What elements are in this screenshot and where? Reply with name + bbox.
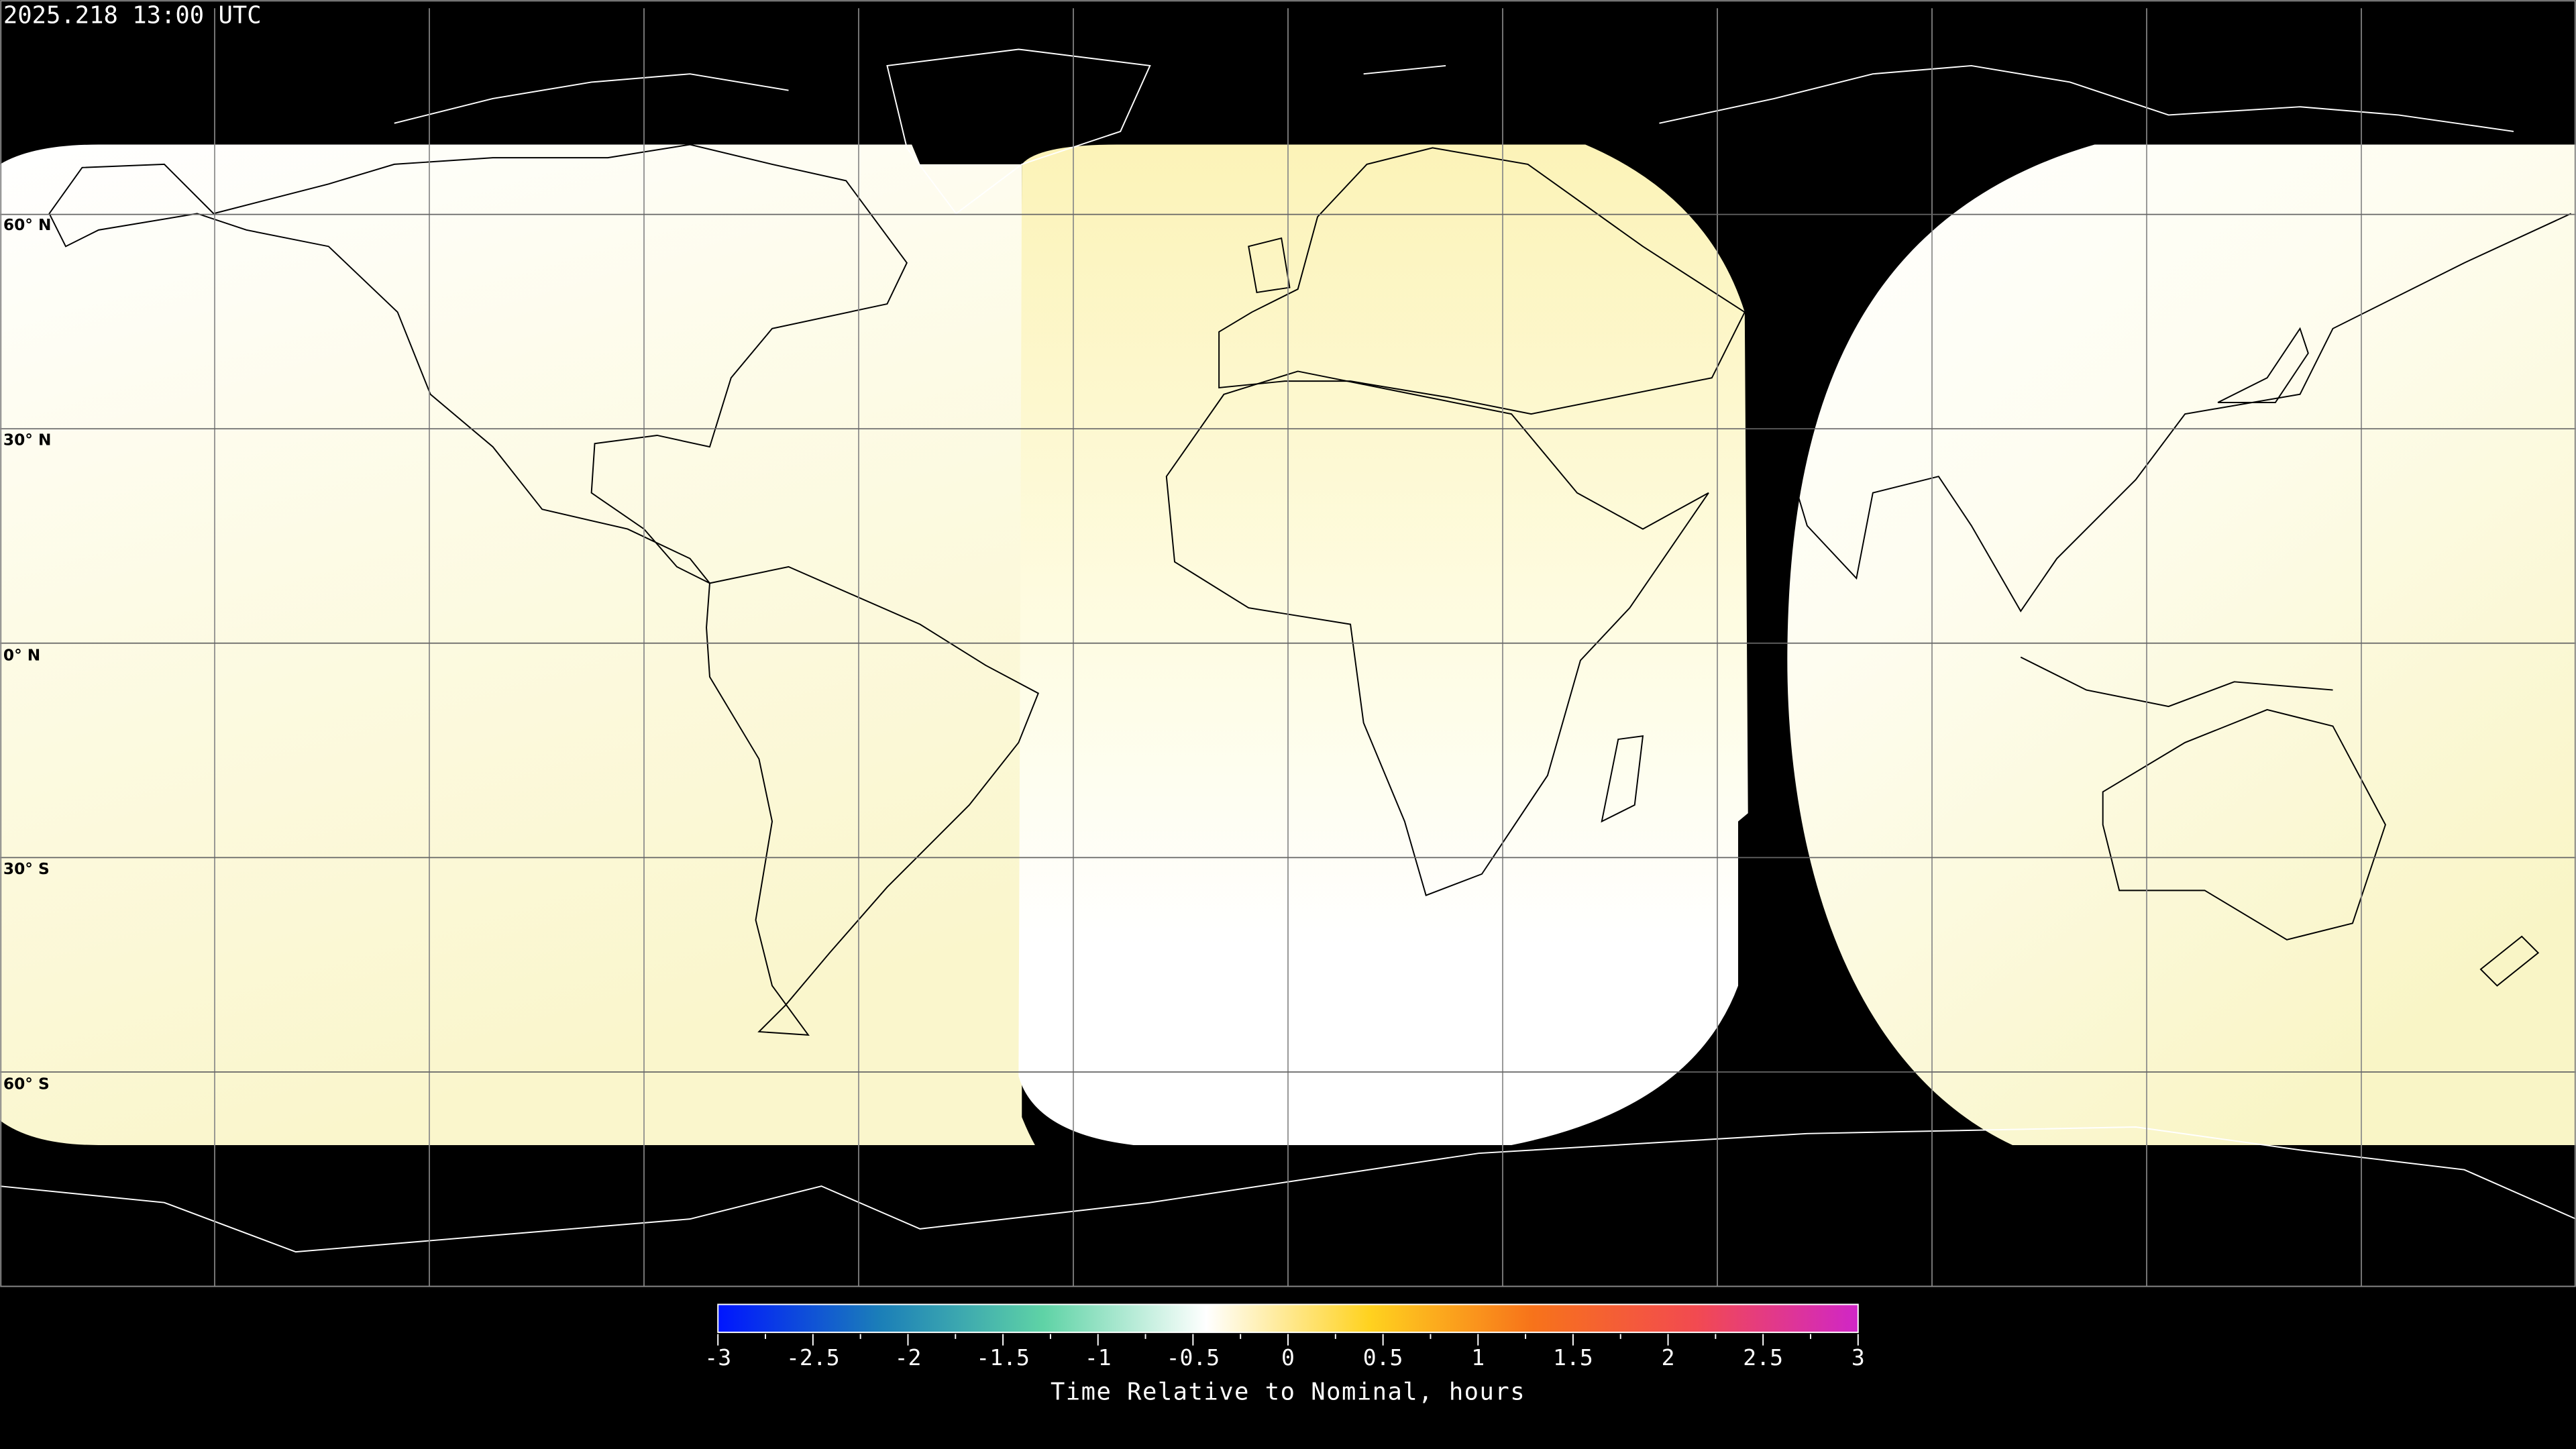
coast-north-america xyxy=(48,144,908,584)
colorbar-tick-label: 1.5 xyxy=(1553,1344,1593,1371)
coast-south-america xyxy=(706,566,1039,1036)
coast-africa xyxy=(1165,370,1709,896)
data-region-east xyxy=(1787,144,2576,1145)
colorbar-tick-label: 1 xyxy=(1471,1344,1485,1371)
colorbar-tick-label: 3 xyxy=(1851,1344,1865,1371)
coast-arctic xyxy=(394,64,2514,132)
data-region-central xyxy=(1018,144,1748,1145)
colorbar-tick-label: -3 xyxy=(704,1344,731,1371)
colorbar-tick-label: -2.5 xyxy=(786,1344,840,1371)
colorbar-tick-label: 2 xyxy=(1662,1344,1675,1371)
colorbar-tick-label: -0.5 xyxy=(1167,1344,1220,1371)
data-region-west xyxy=(0,144,1035,1145)
coast-british-isles xyxy=(1248,237,1291,294)
lat-label-0n: 0° N xyxy=(3,646,40,664)
colorbar-tick-label: 0 xyxy=(1281,1344,1295,1371)
coast-greenland xyxy=(886,48,1151,215)
lat-label-30s: 30° S xyxy=(3,860,50,878)
lat-label-30n: 30° N xyxy=(3,431,52,449)
timestamp-title: 2025.218 13:00 UTC xyxy=(3,1,262,29)
colorbar-tick-label: -2 xyxy=(895,1344,922,1371)
lat-label-60n: 60° N xyxy=(3,216,52,234)
colorbar-ticks: -3 -2.5 -2 -1.5 -1 -0.5 0 0.5 1 1.5 2 2.5 3 xyxy=(704,1334,1865,1371)
colorbar xyxy=(717,1303,1859,1334)
colorbar-title: Time Relative to Nominal, hours xyxy=(1051,1379,1525,1406)
map-frame xyxy=(0,0,2576,1287)
coast-indonesia xyxy=(2020,656,2333,708)
coastlines xyxy=(0,48,2576,1253)
coast-antarctica xyxy=(0,1126,2576,1253)
coast-japan xyxy=(2217,327,2309,403)
lat-label-60s: 60° S xyxy=(3,1075,50,1093)
colorbar-tick-label: 2.5 xyxy=(1743,1344,1783,1371)
coast-new-zealand xyxy=(2479,935,2540,987)
coast-asia xyxy=(1786,213,2572,612)
graticule xyxy=(0,8,2576,1287)
colorbar-tick-label: 0.5 xyxy=(1363,1344,1403,1371)
coast-madagascar xyxy=(1601,735,1644,823)
colorbar-tick-label: -1 xyxy=(1085,1344,1112,1371)
coast-europe xyxy=(1218,147,1746,415)
coast-australia xyxy=(2102,708,2386,941)
colorbar-tick-label: -1.5 xyxy=(976,1344,1030,1371)
